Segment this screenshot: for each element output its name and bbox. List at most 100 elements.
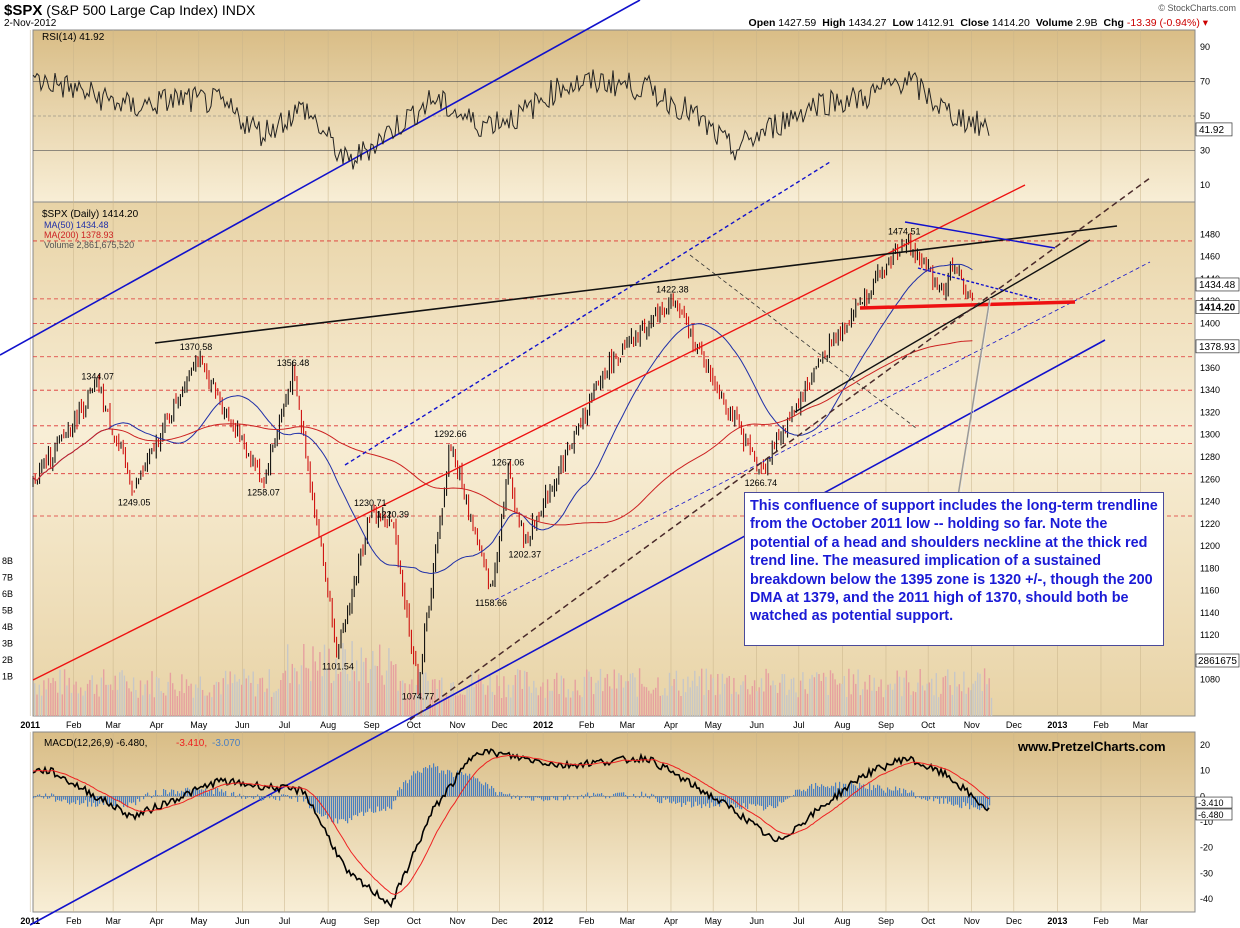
x-tick-label: Nov — [964, 720, 981, 730]
macd-histogram-bar — [65, 796, 67, 800]
price-data-label: 1074.77 — [402, 692, 435, 702]
macd-histogram-bar — [981, 796, 983, 809]
macd-histogram-bar — [259, 796, 261, 800]
volume-bar — [774, 685, 776, 716]
macd-histogram-bar — [169, 792, 171, 797]
macd-histogram-bar — [667, 796, 669, 799]
macd-histogram-bar — [277, 796, 279, 797]
volume-bar — [638, 668, 641, 716]
volume-bar — [772, 680, 774, 716]
macd-histogram-bar — [919, 796, 921, 798]
volume-tick-label: 7B — [2, 573, 13, 583]
volume-bar — [898, 676, 901, 716]
macd-histogram-bar — [473, 776, 475, 797]
volume-bar — [565, 697, 567, 716]
price-data-label: 1267.06 — [492, 457, 525, 467]
macd-histogram-bar — [457, 770, 459, 797]
volume-bar — [298, 684, 300, 716]
macd-histogram-bar — [395, 796, 397, 801]
macd-histogram-bar — [533, 796, 535, 801]
macd-histogram-bar — [621, 792, 623, 797]
volume-bar — [73, 684, 75, 716]
x-tick-label: Oct — [407, 720, 422, 730]
macd-histogram-bar — [925, 796, 927, 800]
macd-histogram-bar — [875, 787, 877, 797]
volume-bar — [385, 670, 388, 716]
macd-histogram-bar — [803, 789, 805, 797]
x-tick-label: 2013 — [1047, 916, 1067, 926]
volume-bar — [753, 680, 756, 716]
x-tick-label: Mar — [1133, 916, 1149, 926]
macd-histogram-bar — [419, 772, 421, 797]
volume-bar — [280, 680, 282, 716]
blue-top-line — [904, 221, 1056, 249]
volume-bar — [880, 679, 882, 716]
volume-bar — [491, 691, 494, 716]
macd-value-label: -6.480 — [1198, 810, 1224, 820]
macd-histogram-bar — [757, 796, 759, 805]
volume-bar — [236, 681, 238, 716]
x-tick-label: 2011 — [20, 916, 40, 926]
rsi-value-box — [1195, 122, 1233, 137]
macd-histogram-bar — [881, 788, 883, 797]
volume-bar — [569, 697, 572, 716]
price-tick-label: 1220 — [1200, 519, 1220, 529]
volume-bar — [770, 685, 772, 716]
macd-histogram-bar — [89, 796, 91, 802]
macd-histogram-bar — [463, 774, 465, 797]
volume-bar — [316, 670, 319, 716]
volume-bar — [551, 690, 553, 716]
macd-histogram-bar — [909, 792, 911, 797]
macd-histogram-bar — [817, 785, 819, 797]
volume-bar — [576, 690, 579, 716]
macd-histogram-bar — [201, 789, 203, 797]
volume-bar — [114, 675, 116, 716]
macd-histogram-bar — [819, 786, 821, 797]
volume-bar — [213, 684, 215, 716]
macd-histogram-bar — [759, 796, 761, 806]
macd-histogram-bar — [775, 796, 777, 808]
macd-histogram-bar — [443, 770, 445, 797]
volume-bar — [358, 681, 360, 716]
volume-bar — [34, 683, 36, 716]
macd-histogram-bar — [261, 796, 263, 801]
macd-histogram-bar — [633, 793, 635, 797]
volume-bar — [563, 678, 565, 716]
macd-histogram-bar — [973, 796, 975, 808]
volume-bar — [737, 694, 740, 716]
volume-bar — [369, 669, 372, 716]
macd-histogram-bar — [955, 796, 957, 805]
volume-bar — [473, 687, 475, 716]
macd-histogram-bar — [873, 785, 875, 797]
macd-histogram-bar — [283, 794, 285, 797]
macd-histogram-bar — [869, 783, 871, 797]
volume-bar — [758, 687, 760, 716]
volume-bar — [454, 695, 457, 716]
volume-bar — [744, 675, 747, 716]
right-value-label: 1434.48 — [1199, 280, 1236, 291]
volume-bar — [445, 694, 448, 716]
volume-bar — [549, 690, 551, 716]
volume-bar — [406, 697, 408, 716]
macd-histogram-bar — [109, 796, 111, 807]
macd-histogram-bar — [433, 763, 435, 797]
x-tick-label: Feb — [579, 916, 595, 926]
volume-bar — [123, 675, 126, 716]
volume-bar — [96, 684, 98, 716]
volume-bar — [963, 671, 965, 716]
volume-bar — [675, 670, 678, 716]
right-value-box — [1195, 653, 1240, 668]
price-tick-label: 1120 — [1200, 630, 1219, 640]
volume-bar — [781, 673, 783, 716]
volume-bar — [234, 674, 236, 716]
volume-bar — [622, 687, 625, 716]
macd-histogram-bar — [223, 792, 225, 797]
macd-histogram-bar — [243, 795, 245, 797]
macd-histogram-bar — [297, 796, 299, 802]
volume-bar — [482, 684, 484, 716]
volume-bar — [951, 694, 954, 716]
macd-histogram-bar — [197, 790, 199, 797]
macd-histogram-bar — [75, 796, 77, 805]
x-tick-label: Feb — [579, 720, 595, 730]
macd-histogram-bar — [81, 796, 83, 804]
